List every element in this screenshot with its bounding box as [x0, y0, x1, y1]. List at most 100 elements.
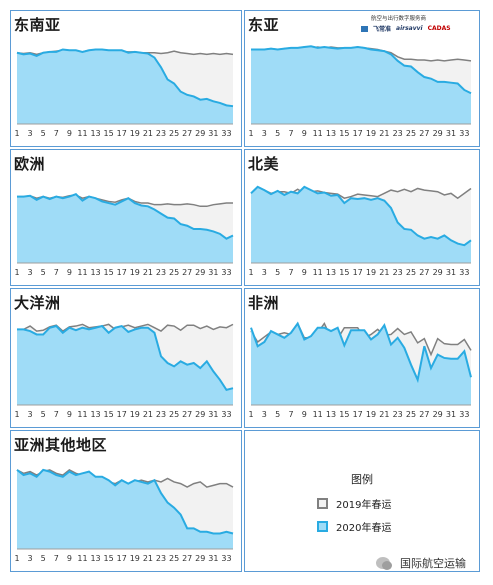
x-tick-label: 15	[339, 410, 349, 419]
watermark-text: 国际航空运输	[400, 557, 466, 570]
x-tick-label: 33	[459, 410, 469, 419]
series-2020-line	[16, 48, 234, 108]
x-tick-label: 21	[143, 268, 153, 277]
x-tick-label: 5	[41, 410, 46, 419]
x-tick-label: 1	[14, 410, 19, 419]
panel-southeast-asia: 1 3 5 7 9 11 13 15 17 19 21 23 25 27 29 31 33 东南亚	[10, 10, 242, 147]
x-tick-label: 19	[366, 268, 376, 277]
watermark: 国际航空运输	[376, 555, 466, 571]
x-tick-label: 23	[393, 129, 403, 138]
x-tick-label: 19	[366, 410, 376, 419]
x-tick-label: 33	[459, 129, 469, 138]
panel-title: 亚洲其他地区	[14, 436, 108, 454]
x-tick-label: 25	[406, 410, 416, 419]
x-tick-label: 17	[117, 554, 127, 563]
x-tick-label: 3	[262, 268, 267, 277]
legend-swatch-2020	[317, 521, 328, 532]
x-tick-label: 31	[208, 129, 218, 138]
x-tick-label: 5	[275, 129, 280, 138]
series-2020-line	[16, 468, 234, 535]
x-tick-label: 27	[419, 410, 429, 419]
x-tick-label: 7	[288, 410, 293, 419]
brand-header: 航空与出行数字服务商 飞常准 airsavvi CADAS	[361, 14, 481, 36]
legend-label-2020: 2020年春运	[336, 523, 392, 534]
x-tick-label: 23	[393, 410, 403, 419]
x-tick-label: 9	[67, 268, 72, 277]
x-tick-label: 19	[130, 129, 140, 138]
plane-logo-icon	[361, 25, 368, 32]
x-tick-label: 23	[156, 410, 166, 419]
x-tick-label: 13	[90, 129, 100, 138]
x-tick-label: 1	[14, 268, 19, 277]
x-tick-label: 5	[275, 268, 280, 277]
x-tick-label: 15	[104, 554, 114, 563]
legend-panel: 图例 2019年春运 2020年春运	[244, 430, 480, 572]
chart-svg: 1 3 5 7 9 11 13 15 17 19 21 23 25 27 29 31 33	[248, 321, 472, 419]
x-tick-label: 27	[182, 268, 192, 277]
x-tick-label: 11	[313, 410, 323, 419]
x-tick-label: 17	[353, 268, 363, 277]
x-tick-label: 3	[28, 129, 33, 138]
x-tick-label: 7	[54, 554, 59, 563]
x-tick-label: 13	[90, 268, 100, 277]
x-tick-label: 17	[117, 268, 127, 277]
chart-svg: 1 3 5 7 9 11 13 15 17 19 21 23 25 27 29 31 33	[14, 48, 234, 138]
x-tick-label: 1	[14, 554, 19, 563]
chart-svg: 1 3 5 7 9 11 13 15 17 19 21 23 25 27 29 31 33	[14, 468, 234, 563]
x-tick-label: 11	[313, 129, 323, 138]
wechat-icon	[376, 557, 392, 570]
series-2020-line	[250, 321, 472, 384]
x-tick-label: 29	[195, 129, 205, 138]
x-tick-label: 27	[419, 129, 429, 138]
x-tick-label: 23	[156, 554, 166, 563]
x-tick-label: 25	[406, 268, 416, 277]
x-tick-label: 23	[156, 268, 166, 277]
x-tick-label: 5	[41, 129, 46, 138]
x-tick-label: 21	[143, 554, 153, 563]
x-tick-label: 3	[28, 268, 33, 277]
legend-label-2019: 2019年春运	[336, 500, 392, 511]
x-tick-label: 7	[288, 268, 293, 277]
x-tick-label: 31	[208, 268, 218, 277]
x-tick-label: 3	[28, 554, 33, 563]
x-tick-label: 29	[433, 410, 443, 419]
legend-item-2019: 2019年春运	[317, 496, 391, 511]
x-tick-label: 25	[169, 129, 179, 138]
x-tick-label: 27	[419, 268, 429, 277]
x-tick-label: 19	[130, 554, 140, 563]
x-tick-label: 17	[117, 410, 127, 419]
brand-title: 航空与出行数字服务商	[371, 16, 427, 22]
x-tick-label: 33	[221, 410, 231, 419]
series-2020-area	[17, 469, 233, 549]
x-tick-label: 23	[393, 268, 403, 277]
x-tick-label: 1	[248, 268, 253, 277]
series-2020-area	[17, 49, 233, 125]
logo-feichangzhun: 飞常准	[373, 26, 392, 33]
x-tick-label: 17	[353, 410, 363, 419]
x-tick-label: 25	[169, 410, 179, 419]
x-tick-label: 19	[130, 268, 140, 277]
x-tick-label: 15	[339, 268, 349, 277]
x-tick-label: 1	[14, 129, 19, 138]
legend-title: 图例	[351, 473, 373, 486]
x-tick-label: 17	[353, 129, 363, 138]
x-tick-label: 31	[446, 129, 456, 138]
x-tick-label: 7	[54, 129, 59, 138]
logo-cadas: CADAS	[427, 25, 451, 32]
x-tick-label: 5	[275, 410, 280, 419]
x-tick-label: 27	[182, 129, 192, 138]
x-tick-label: 23	[156, 129, 166, 138]
x-tick-label: 33	[221, 554, 231, 563]
panel-oceania: 1 3 5 7 9 11 13 15 17 19 21 23 25 27 29 31 33 大洋洲	[10, 288, 242, 428]
x-tick-label: 31	[446, 268, 456, 277]
panel-east-asia: 1 3 5 7 9 11 13 15 17 19 21 23 25 27 29 31 33 东亚 航空与出行数字…	[244, 10, 480, 147]
x-tick-label: 29	[433, 129, 443, 138]
x-tick-label: 1	[248, 129, 253, 138]
x-tick-label: 29	[433, 268, 443, 277]
x-tick-label: 13	[90, 410, 100, 419]
x-tick-label: 7	[54, 268, 59, 277]
x-tick-label: 15	[339, 129, 349, 138]
series-2020-area	[251, 46, 471, 124]
series-2020-line	[251, 45, 472, 95]
x-tick-label: 29	[195, 554, 205, 563]
